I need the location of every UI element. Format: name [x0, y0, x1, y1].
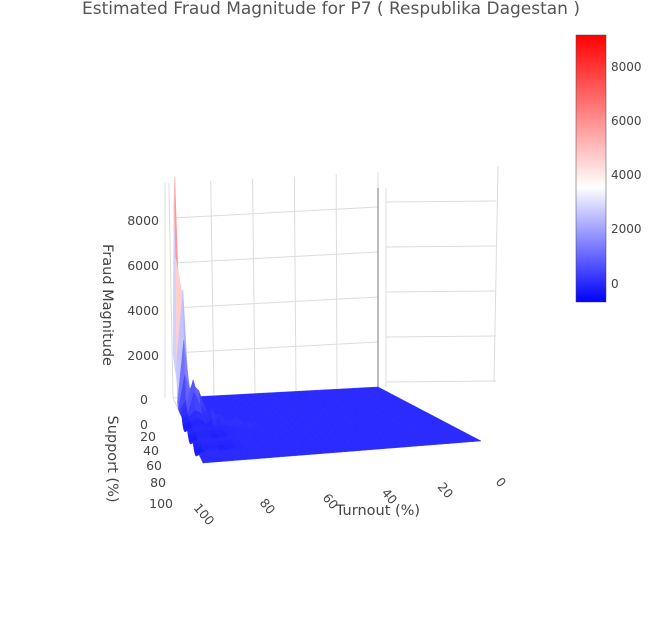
x-gridline — [335, 174, 338, 390]
y-axis-label: Support (%) — [104, 415, 120, 502]
surface-mesh — [172, 177, 482, 464]
z-gridline — [385, 245, 497, 248]
back-wall-right — [385, 165, 499, 387]
z-axis-ticks: 0 2000 4000 6000 8000 — [127, 213, 159, 407]
surface-cell — [242, 457, 253, 460]
z-tick-label: 4000 — [127, 303, 159, 318]
surface-cell — [234, 457, 245, 461]
back-wall-left — [164, 183, 379, 398]
x-tick-label: 80 — [257, 495, 279, 517]
x-axis-label: Turnout (%) — [335, 503, 420, 519]
x-gridline — [210, 180, 215, 396]
z-tick-label: 6000 — [127, 258, 159, 273]
z-gridline — [172, 296, 379, 309]
surface-cell — [250, 456, 261, 460]
colorbar-tick-label: 8000 — [611, 60, 642, 74]
surface-cell — [201, 460, 212, 464]
z-gridline — [172, 206, 379, 219]
x-tick-label: 0 — [493, 474, 510, 490]
x-tick-label: 100 — [191, 500, 218, 528]
z-gridline — [172, 251, 379, 264]
surface-cell — [266, 455, 277, 459]
colorbar-tick-label: 4000 — [611, 168, 642, 182]
z-tick-label: 0 — [140, 392, 148, 407]
z-gridline — [385, 200, 497, 203]
colorbar-ticks: 0 2000 4000 6000 8000 — [611, 60, 642, 291]
surface-cell — [258, 455, 269, 459]
z-gridline — [385, 290, 497, 293]
surface-cell — [274, 454, 286, 458]
colorbar-tick-label: 2000 — [611, 222, 642, 236]
surface-cell — [209, 459, 220, 463]
x-axis-ticks: 0 20 40 60 80 100 — [191, 474, 510, 528]
x-gridline — [168, 182, 174, 399]
y-tick-label: 20 — [140, 429, 156, 444]
surface-cell — [226, 458, 237, 462]
colorbar-tick-label: 0 — [611, 277, 619, 291]
colorbar-gradient — [575, 34, 607, 303]
z-gridline — [172, 341, 379, 354]
y-tick-label: 40 — [143, 443, 159, 458]
x-gridline — [252, 178, 256, 394]
colorbar-tick-label: 6000 — [611, 114, 642, 128]
y-axis-ticks: 0 20 40 60 80 100 — [140, 417, 173, 511]
z-tick-label: 8000 — [127, 213, 159, 228]
y-tick-label: 60 — [146, 458, 162, 473]
y-tick-label: 100 — [149, 496, 173, 511]
y-tick-label: 0 — [140, 417, 148, 432]
z-gridline — [385, 380, 497, 383]
z-axis-label: Fraud Magnitude — [99, 244, 115, 366]
z-gridline — [385, 335, 497, 338]
x-tick-label: 20 — [435, 479, 457, 501]
y-tick-label: 80 — [150, 475, 166, 490]
x-gridline — [293, 176, 297, 392]
chart-title: Estimated Fraud Magnitude for P7 ( Respu… — [82, 0, 580, 19]
surface-cell — [218, 458, 228, 462]
z-tick-label: 2000 — [127, 348, 159, 363]
colorbar: 0 2000 4000 6000 8000 — [575, 34, 642, 303]
